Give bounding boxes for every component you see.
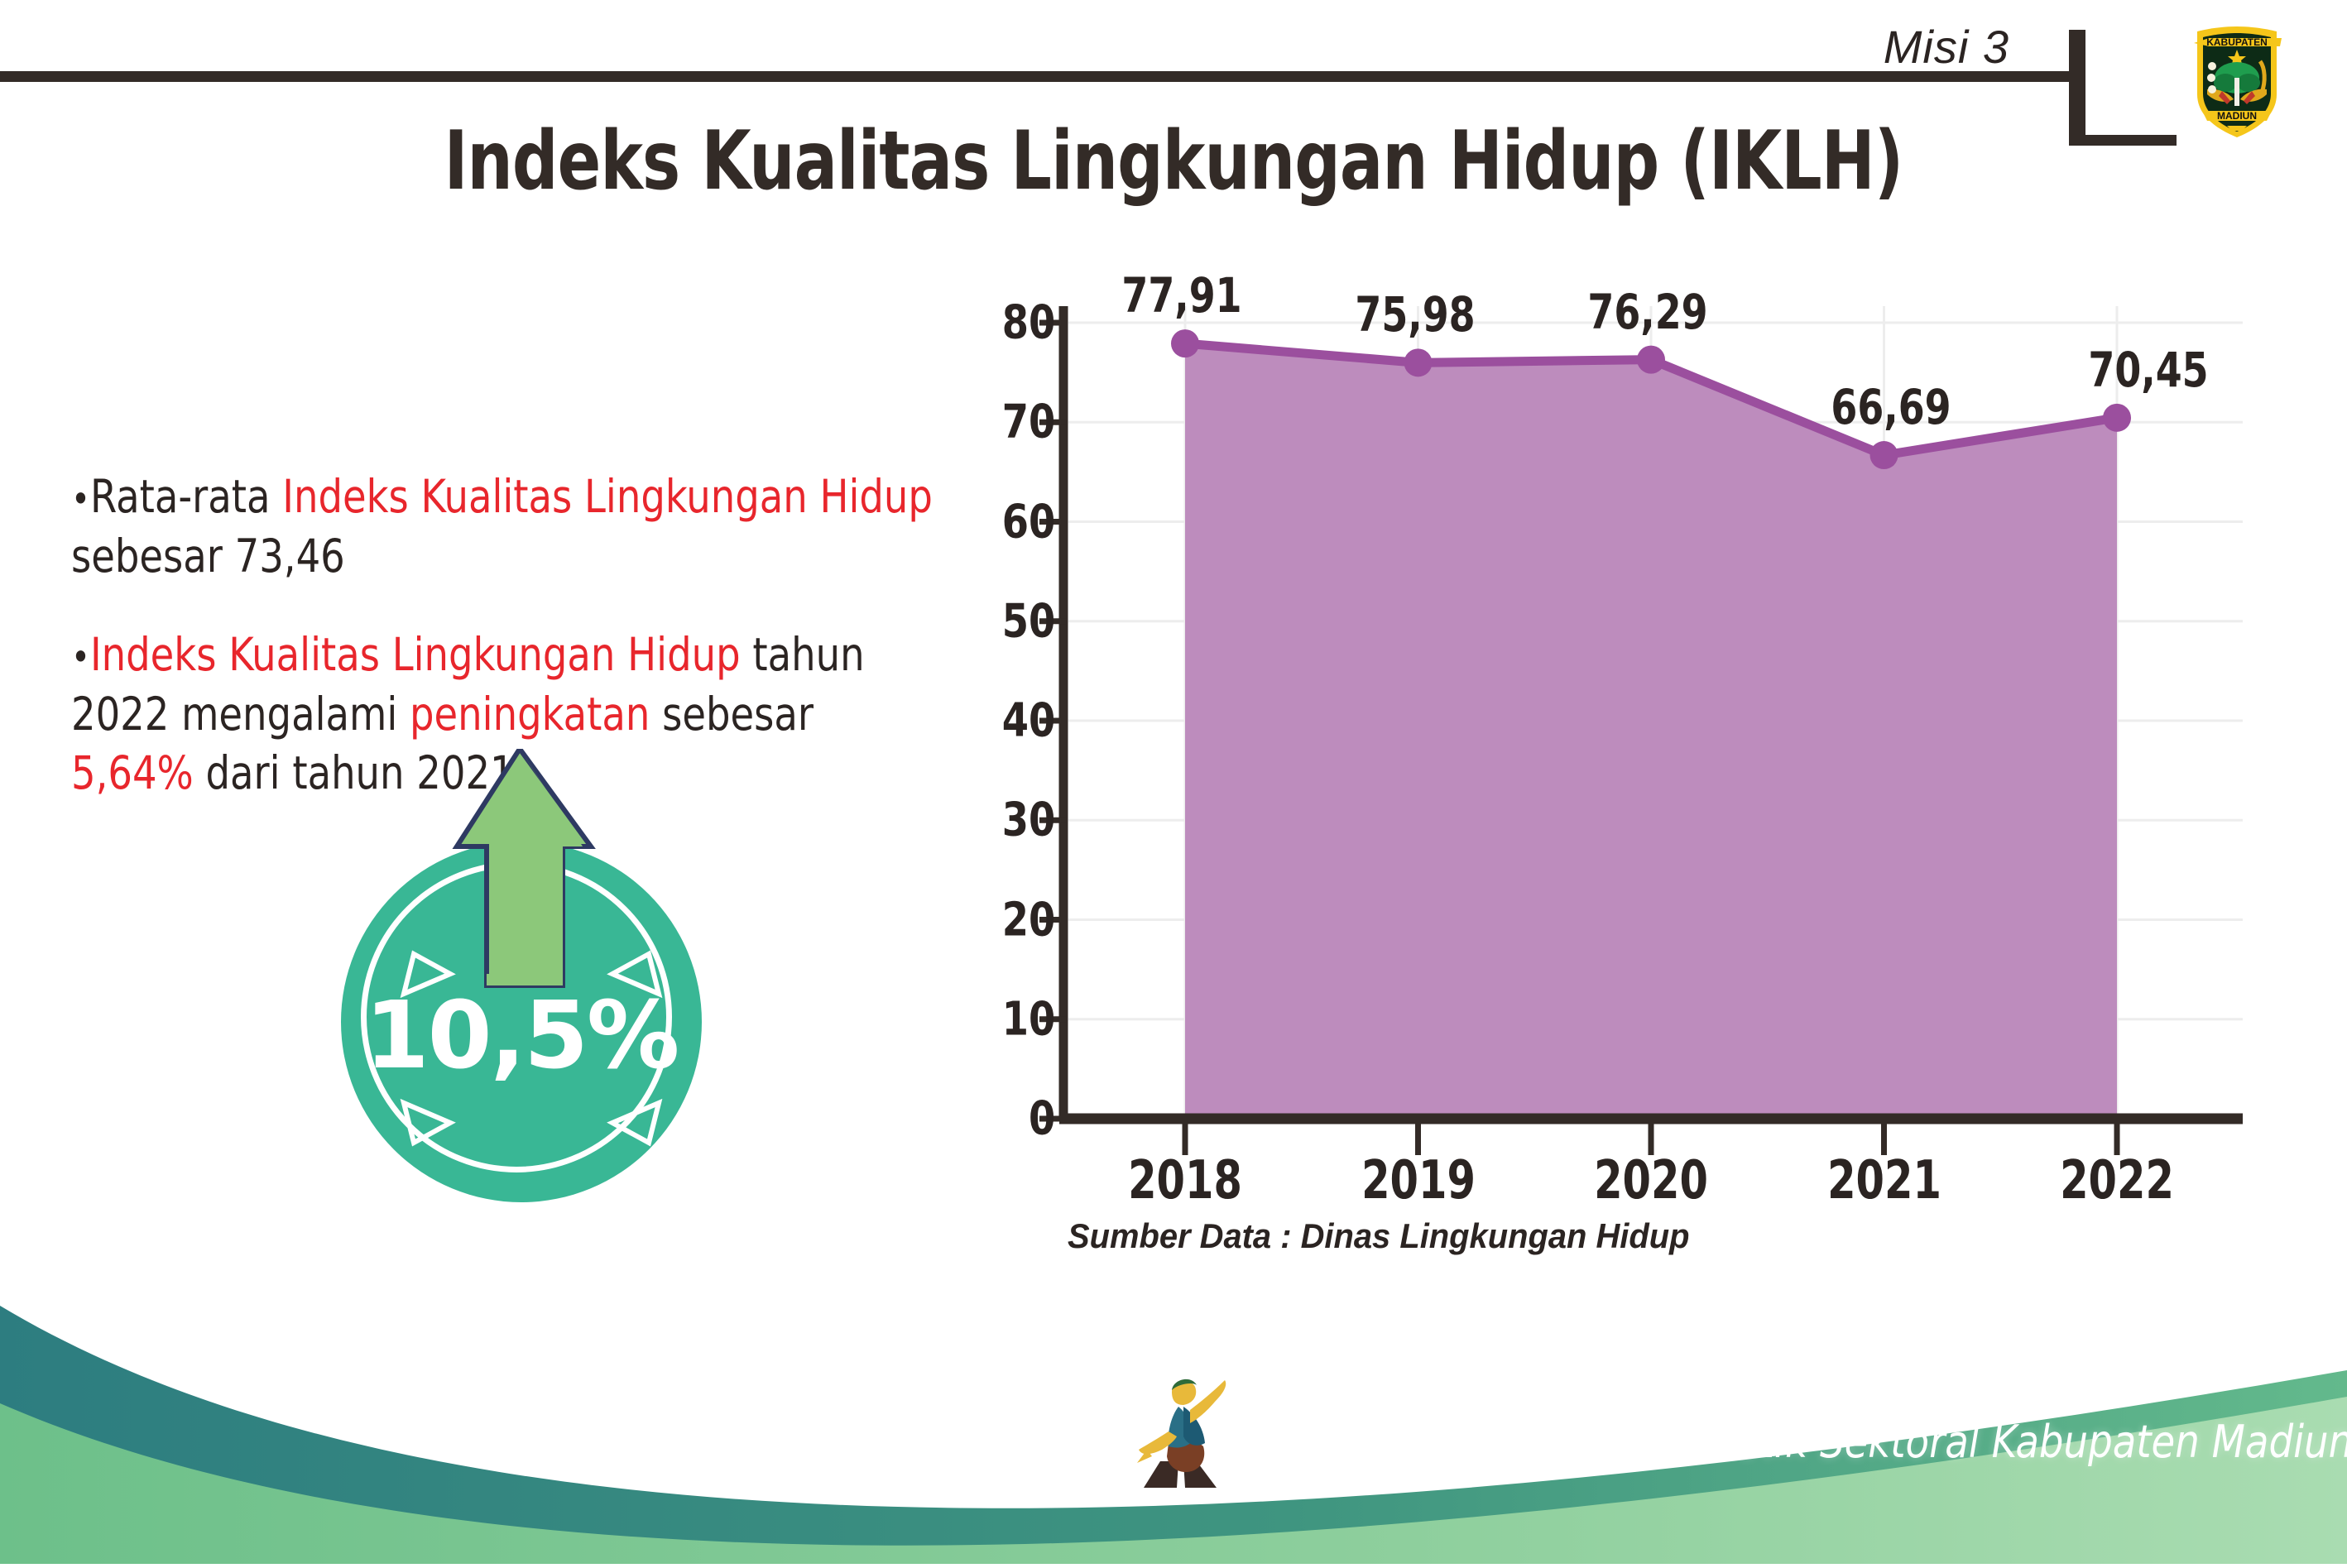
summary-bullets: •Rata-rata Indeks Kualitas Lingkungan Hi…: [71, 468, 998, 843]
y-tick-label: 30: [1001, 793, 1056, 847]
svg-text:KABUPATEN: KABUPATEN: [2206, 36, 2268, 48]
y-tick-label: 80: [1001, 295, 1056, 350]
header-divider-rule: [0, 71, 2073, 82]
bullet-dot: •: [71, 634, 90, 679]
x-tick-label: 2021: [1826, 1150, 1941, 1211]
y-tick-label: 40: [1001, 693, 1056, 748]
y-axis-ticks: [1039, 319, 1066, 1122]
y-tick-label: 10: [1001, 992, 1056, 1047]
data-value-label: 77,91: [1121, 267, 1242, 324]
iklh-area-chart: 0 10 20 30 40 50 60 70 80 2018 2019 2020 2021 2022 7…: [968, 267, 2292, 1211]
header-bracket-foot: [2069, 135, 2177, 146]
bullet-0-seg2-highlight: Indeks Kualitas Lingkungan Hidup: [282, 470, 933, 523]
y-tick-label: 20: [1001, 893, 1056, 947]
bullet-item-increase: •Indeks Kualitas Lingkungan Hidup tahun …: [71, 626, 943, 803]
increase-badge: 10,5%: [324, 749, 771, 1204]
data-value-label: 70,45: [2088, 341, 2209, 398]
x-tick-label: 2019: [1361, 1150, 1476, 1211]
series-markers: [1171, 329, 2131, 470]
badge-value-label: 10,5%: [364, 982, 680, 1090]
page-title: Indeks Kualitas Lingkungan Hidup (IKLH): [444, 114, 1904, 209]
x-tick-label: 2020: [1594, 1150, 1708, 1211]
x-tick-label: 2022: [2060, 1150, 2174, 1211]
bullet-1-seg5-highlight: 5,64%: [71, 746, 194, 799]
data-value-label: 75,98: [1354, 286, 1476, 343]
chart-svg: [1039, 306, 2243, 1155]
bullet-0-seg1: Rata-rata: [89, 470, 283, 523]
bullet-1-seg4: sebesar: [650, 687, 814, 741]
bullet-dot: •: [71, 476, 90, 521]
area-fill: [1185, 343, 2117, 1119]
kabupaten-madiun-emblem-icon: KABUPATEN MADIUN: [2184, 18, 2290, 142]
bullet-1-seg1-highlight: Indeks Kualitas Lingkungan Hidup: [89, 628, 741, 681]
up-arrow-icon: [400, 749, 663, 1147]
bullet-1-seg6: dari tahun 2021: [193, 746, 515, 799]
footer-banner: Media Infografis Data Statistik Sektoral…: [0, 1291, 2347, 1564]
x-tick-label: 2018: [1128, 1150, 1242, 1211]
footer-caption: Media Infografis Data Statistik Sektoral…: [1223, 1416, 2347, 1468]
y-tick-label: 70: [1001, 395, 1056, 449]
y-tick-label: 50: [1001, 594, 1056, 649]
chart-source-caption: Sumber Data : Dinas Lingkungan Hidup: [1068, 1216, 1690, 1255]
bullet-1-seg3-highlight: peningkatan: [410, 687, 650, 741]
footer-waves: [0, 1306, 2347, 1564]
bullet-item-average: •Rata-rata Indeks Kualitas Lingkungan Hi…: [71, 468, 943, 586]
bullet-0-seg3: sebesar 73,46: [71, 529, 345, 583]
svg-text:MADIUN: MADIUN: [2217, 110, 2257, 122]
header-bracket-vertical: [2069, 30, 2085, 146]
data-value-label: 66,69: [1830, 379, 1951, 436]
bullet-1-seg2: tahun 2022 mengalami: [71, 628, 865, 741]
misi-label: Misi 3: [1883, 21, 2009, 73]
statistics-figure-logo-icon: [1137, 1379, 1226, 1488]
data-value-label: 76,29: [1587, 283, 1708, 340]
x-axis-ticks: [1182, 1124, 2120, 1155]
y-tick-label: 0: [1028, 1091, 1056, 1146]
y-tick-label: 60: [1001, 495, 1056, 549]
